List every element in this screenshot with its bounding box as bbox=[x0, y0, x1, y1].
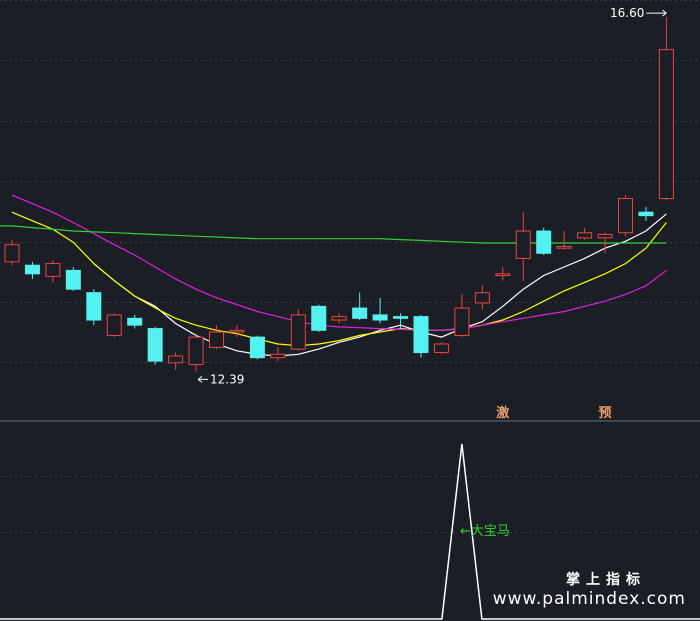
candle bbox=[433, 342, 449, 355]
candle bbox=[577, 227, 593, 240]
candle-body bbox=[106, 314, 122, 336]
high-arrow-head bbox=[662, 9, 667, 17]
indicator-label: ←大宝马 bbox=[460, 524, 510, 539]
candle-body bbox=[556, 245, 572, 249]
candle bbox=[638, 207, 654, 221]
candle-body bbox=[495, 273, 511, 277]
candle bbox=[454, 294, 470, 338]
candle bbox=[495, 266, 511, 281]
candle-body bbox=[188, 336, 204, 366]
signal-label-1: 激 bbox=[496, 405, 510, 421]
candle bbox=[147, 326, 163, 365]
candle-body bbox=[65, 269, 81, 290]
candle-body bbox=[454, 307, 470, 336]
candle bbox=[229, 325, 245, 338]
candle bbox=[331, 313, 347, 324]
candle-body bbox=[372, 314, 388, 321]
candle-body bbox=[290, 314, 306, 350]
candlestick-series bbox=[4, 17, 674, 372]
candle-body bbox=[127, 317, 143, 326]
candle-body bbox=[270, 353, 286, 359]
candle-body bbox=[229, 329, 245, 333]
candle bbox=[86, 289, 102, 326]
candle-body bbox=[311, 305, 327, 331]
signal-label-2: 预 bbox=[599, 406, 612, 421]
candle-body bbox=[515, 230, 531, 259]
watermark-cn: 掌上指标 bbox=[566, 572, 646, 588]
high-price-label: 16.60 bbox=[610, 6, 644, 20]
candle bbox=[168, 352, 184, 370]
candle bbox=[249, 335, 265, 360]
candle-body bbox=[433, 343, 449, 354]
candle bbox=[270, 347, 286, 362]
ma-line-1 bbox=[93, 213, 667, 357]
indicator-panel: ←大宝马 bbox=[0, 443, 700, 620]
candle bbox=[352, 292, 368, 321]
candle-body bbox=[209, 331, 224, 348]
low-price-label: 12.39 bbox=[210, 372, 244, 386]
ma-line-3 bbox=[11, 194, 667, 331]
candle bbox=[188, 333, 204, 372]
candle-body bbox=[86, 292, 102, 321]
candle bbox=[536, 227, 552, 255]
candle-body bbox=[474, 292, 490, 304]
candle bbox=[209, 325, 224, 350]
candle bbox=[597, 232, 613, 254]
watermark: 掌上指标 www.palmindex.com bbox=[493, 569, 686, 609]
candle-body bbox=[4, 244, 20, 263]
candle bbox=[556, 231, 572, 250]
candle-body bbox=[168, 355, 184, 364]
candle bbox=[127, 314, 143, 329]
candle-body bbox=[413, 316, 429, 354]
moving-average-lines bbox=[0, 194, 667, 357]
candle-body bbox=[618, 198, 633, 234]
candle-body bbox=[24, 264, 40, 275]
candle-body bbox=[638, 211, 654, 217]
grid-lines bbox=[0, 0, 700, 533]
low-arrow-head bbox=[197, 375, 203, 383]
price-annotations: 16.60 12.39 激 预 bbox=[197, 6, 667, 421]
candle-body bbox=[597, 233, 613, 239]
candle bbox=[515, 212, 531, 281]
candle bbox=[45, 260, 61, 283]
candle bbox=[311, 304, 327, 333]
candle-body bbox=[536, 230, 552, 254]
watermark-url: www.palmindex.com bbox=[492, 589, 686, 609]
candle bbox=[618, 195, 633, 237]
candle bbox=[24, 261, 40, 279]
candle-body bbox=[45, 263, 61, 277]
candle-body bbox=[147, 328, 163, 362]
candle-body bbox=[331, 316, 347, 321]
candle bbox=[65, 266, 81, 291]
candle bbox=[106, 313, 122, 338]
candle bbox=[413, 314, 429, 358]
ma-line-2 bbox=[11, 211, 667, 347]
candle-body bbox=[393, 316, 409, 319]
candle-body bbox=[352, 307, 368, 319]
candle bbox=[658, 17, 674, 201]
candle-body bbox=[658, 49, 674, 200]
candle bbox=[372, 297, 388, 324]
candle bbox=[4, 239, 20, 266]
candle bbox=[474, 285, 490, 310]
ma-line-4 bbox=[0, 225, 667, 244]
candle-body bbox=[577, 232, 593, 239]
candle-body bbox=[249, 336, 265, 359]
candle bbox=[290, 309, 306, 351]
candle bbox=[393, 313, 409, 329]
indicator-line bbox=[0, 443, 700, 620]
